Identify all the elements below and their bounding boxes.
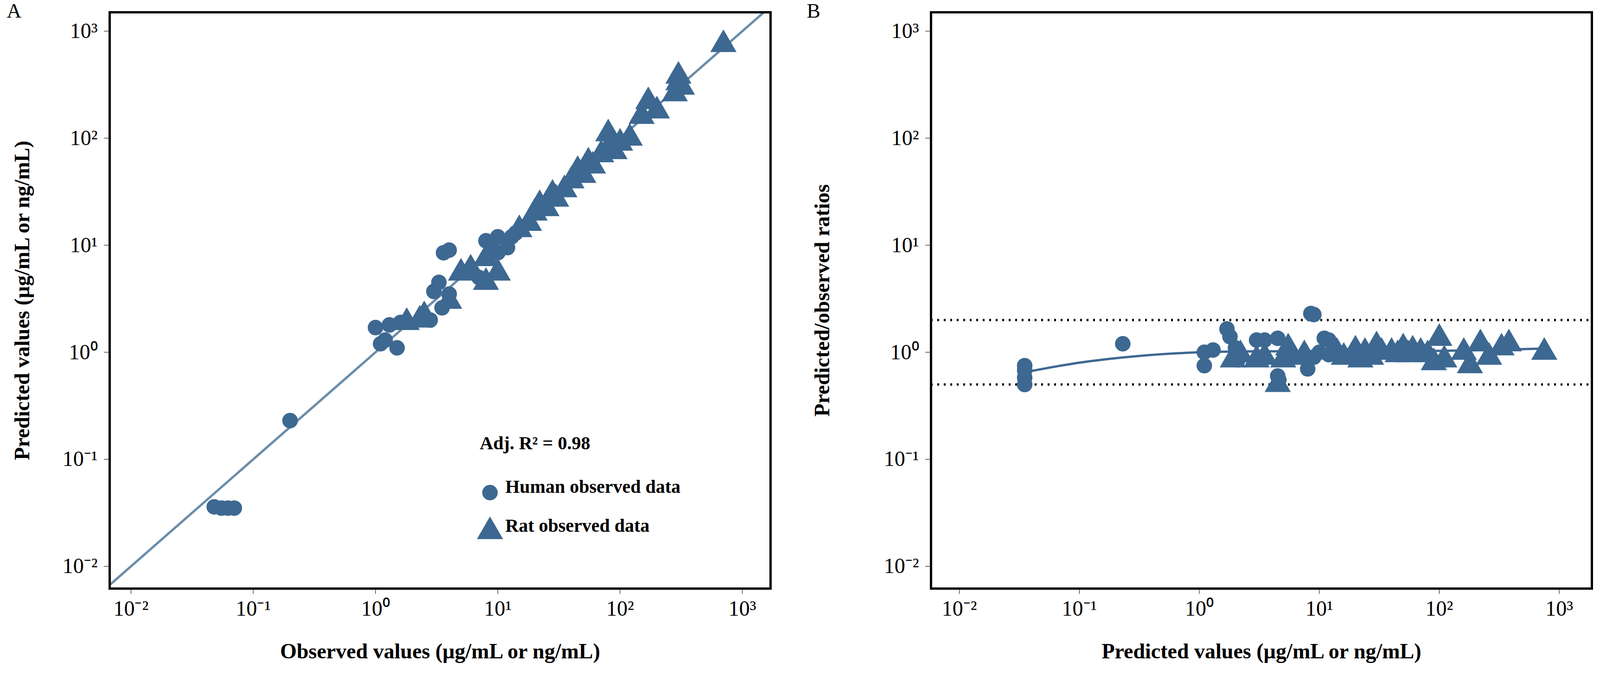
svg-text:Predicted values (µg/mL or ng/: Predicted values (µg/mL or ng/mL)	[1101, 639, 1421, 664]
svg-text:10²: 10²	[1425, 596, 1454, 621]
svg-text:Observed values (µg/mL or ng/m: Observed values (µg/mL or ng/mL)	[280, 639, 601, 664]
svg-text:10³: 10³	[1545, 596, 1574, 621]
svg-text:10⁻²: 10⁻²	[883, 554, 920, 578]
svg-text:10¹: 10¹	[70, 233, 98, 257]
svg-text:10⁻¹: 10⁻¹	[235, 596, 271, 621]
svg-text:10¹: 10¹	[891, 233, 920, 257]
svg-text:10⁰: 10⁰	[69, 340, 98, 365]
svg-text:10³: 10³	[70, 19, 98, 43]
svg-text:10⁰: 10⁰	[361, 596, 391, 621]
svg-text:10²: 10²	[891, 126, 920, 150]
svg-text:10²: 10²	[606, 596, 634, 621]
svg-text:A: A	[6, 0, 22, 23]
svg-text:10¹: 10¹	[483, 596, 512, 621]
svg-text:10⁻²: 10⁻²	[62, 554, 98, 578]
svg-text:10⁻¹: 10⁻¹	[62, 447, 98, 471]
svg-text:10⁻²: 10⁻²	[941, 596, 978, 621]
svg-text:Predicted values (µg/mL or ng/: Predicted values (µg/mL or ng/mL)	[10, 140, 34, 461]
svg-text:10⁻²: 10⁻²	[113, 596, 149, 621]
svg-text:10¹: 10¹	[1305, 596, 1334, 621]
svg-text:Adj. R² = 0.98: Adj. R² = 0.98	[480, 432, 591, 454]
svg-text:10³: 10³	[891, 19, 920, 43]
svg-text:10³: 10³	[728, 596, 757, 621]
svg-text:Human observed data: Human observed data	[505, 476, 681, 498]
svg-text:B: B	[806, 0, 821, 23]
svg-text:Predicted/observed ratios: Predicted/observed ratios	[810, 184, 834, 417]
svg-text:10⁰: 10⁰	[1184, 596, 1214, 621]
svg-text:10⁰: 10⁰	[890, 340, 920, 365]
svg-text:10²: 10²	[70, 126, 98, 150]
svg-text:10⁻¹: 10⁻¹	[883, 447, 920, 471]
svg-text:Rat observed data: Rat observed data	[505, 515, 650, 537]
svg-text:10⁻¹: 10⁻¹	[1061, 596, 1097, 621]
